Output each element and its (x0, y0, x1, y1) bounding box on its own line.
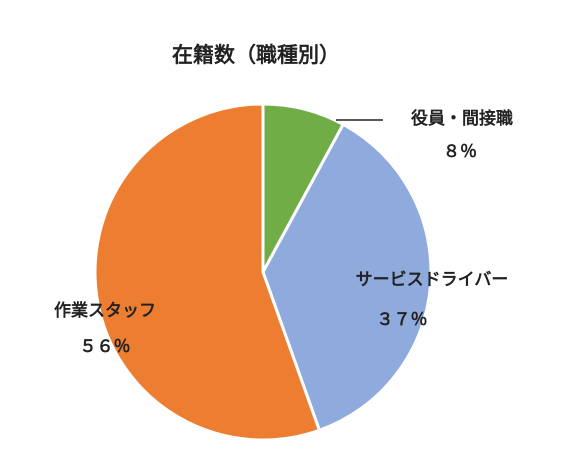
slice-label-drivers-name: サービスドライバー (356, 270, 509, 290)
pie-slice-drivers (261, 122, 433, 432)
pie-slices (93, 102, 433, 442)
slice-label-staff-percent: ５６％ (80, 337, 131, 357)
slice-label-staff-name: 作業スタッフ (54, 300, 156, 321)
pie-slice-staff (93, 102, 321, 442)
slice-label-drivers-percent: ３７％ (377, 310, 428, 330)
slice-label-executives-name: 役員・間接職 (411, 108, 513, 129)
slice-label-executives-percent: ８％ (443, 142, 477, 162)
chart-title: 在籍数（職種別） (172, 43, 340, 67)
